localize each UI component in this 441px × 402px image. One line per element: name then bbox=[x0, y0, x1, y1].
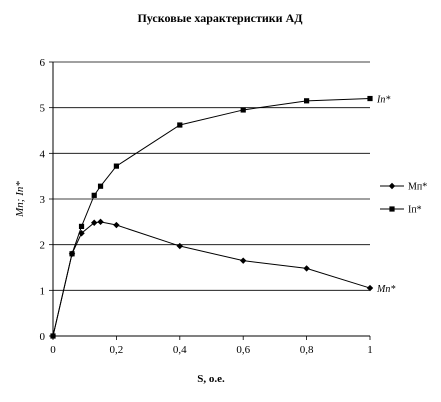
series-mp bbox=[49, 218, 374, 340]
legend-label-mp: Мп* bbox=[408, 182, 427, 193]
y-tick-label: 6 bbox=[40, 57, 46, 69]
data-point-ip bbox=[91, 192, 97, 198]
series-line-mp bbox=[52, 221, 371, 337]
legend-marker-mp bbox=[388, 182, 396, 190]
series-line-ip bbox=[52, 98, 371, 337]
data-point-mp bbox=[97, 218, 104, 226]
x-tick-label: 1 bbox=[367, 344, 373, 356]
y-axis-label: Mп; Iп* bbox=[14, 181, 26, 218]
series-group bbox=[49, 95, 374, 340]
y-tick-label: 1 bbox=[40, 285, 46, 297]
data-point-ip bbox=[367, 95, 373, 102]
data-point-ip bbox=[304, 98, 310, 104]
data-point-ip bbox=[69, 251, 75, 257]
y-tick-label: 5 bbox=[40, 103, 46, 115]
y-tick-label: 0 bbox=[40, 331, 46, 343]
legend-marker-ip bbox=[389, 206, 395, 212]
data-point-mp bbox=[176, 242, 183, 250]
x-axis-label: S, о.е. bbox=[197, 373, 225, 385]
x-tick-label: 0,8 bbox=[300, 344, 314, 356]
data-point-mp bbox=[113, 221, 120, 229]
tick-labels: 0 1 2 3 4 5 6 0 0,2 0,4 0,6 0,8 1 bbox=[40, 57, 373, 356]
y-tick-label: 4 bbox=[40, 148, 46, 160]
data-point-ip bbox=[177, 122, 183, 128]
legend: Мп* Iп* bbox=[380, 182, 427, 216]
y-tick-label: 3 bbox=[40, 194, 46, 206]
x-tick-label: 0,6 bbox=[236, 344, 250, 356]
annotations: Mп* Iп* bbox=[376, 95, 395, 296]
data-point-mp bbox=[303, 265, 310, 272]
grid bbox=[53, 61, 370, 291]
data-point-ip bbox=[240, 107, 246, 113]
data-point-mp bbox=[91, 219, 98, 226]
data-point-ip bbox=[78, 223, 85, 229]
legend-label-ip: Iп* bbox=[408, 205, 422, 216]
axes bbox=[49, 61, 371, 340]
x-tick-label: 0 bbox=[50, 344, 56, 356]
annotation-mp: Mп* bbox=[376, 284, 395, 295]
annotation-ip: Iп* bbox=[376, 95, 390, 106]
data-point-ip bbox=[50, 333, 56, 339]
data-point-mp bbox=[78, 230, 85, 237]
x-tick-label: 0,4 bbox=[173, 344, 187, 356]
chart-title: Пусковые характеристики АД bbox=[137, 11, 303, 25]
data-point-ip bbox=[113, 163, 119, 169]
data-point-ip bbox=[97, 183, 104, 189]
y-tick-label: 2 bbox=[40, 240, 46, 252]
x-tick-label: 0,2 bbox=[110, 344, 124, 356]
data-point-mp bbox=[240, 257, 247, 264]
data-point-mp bbox=[366, 284, 374, 292]
series-ip bbox=[50, 95, 373, 339]
